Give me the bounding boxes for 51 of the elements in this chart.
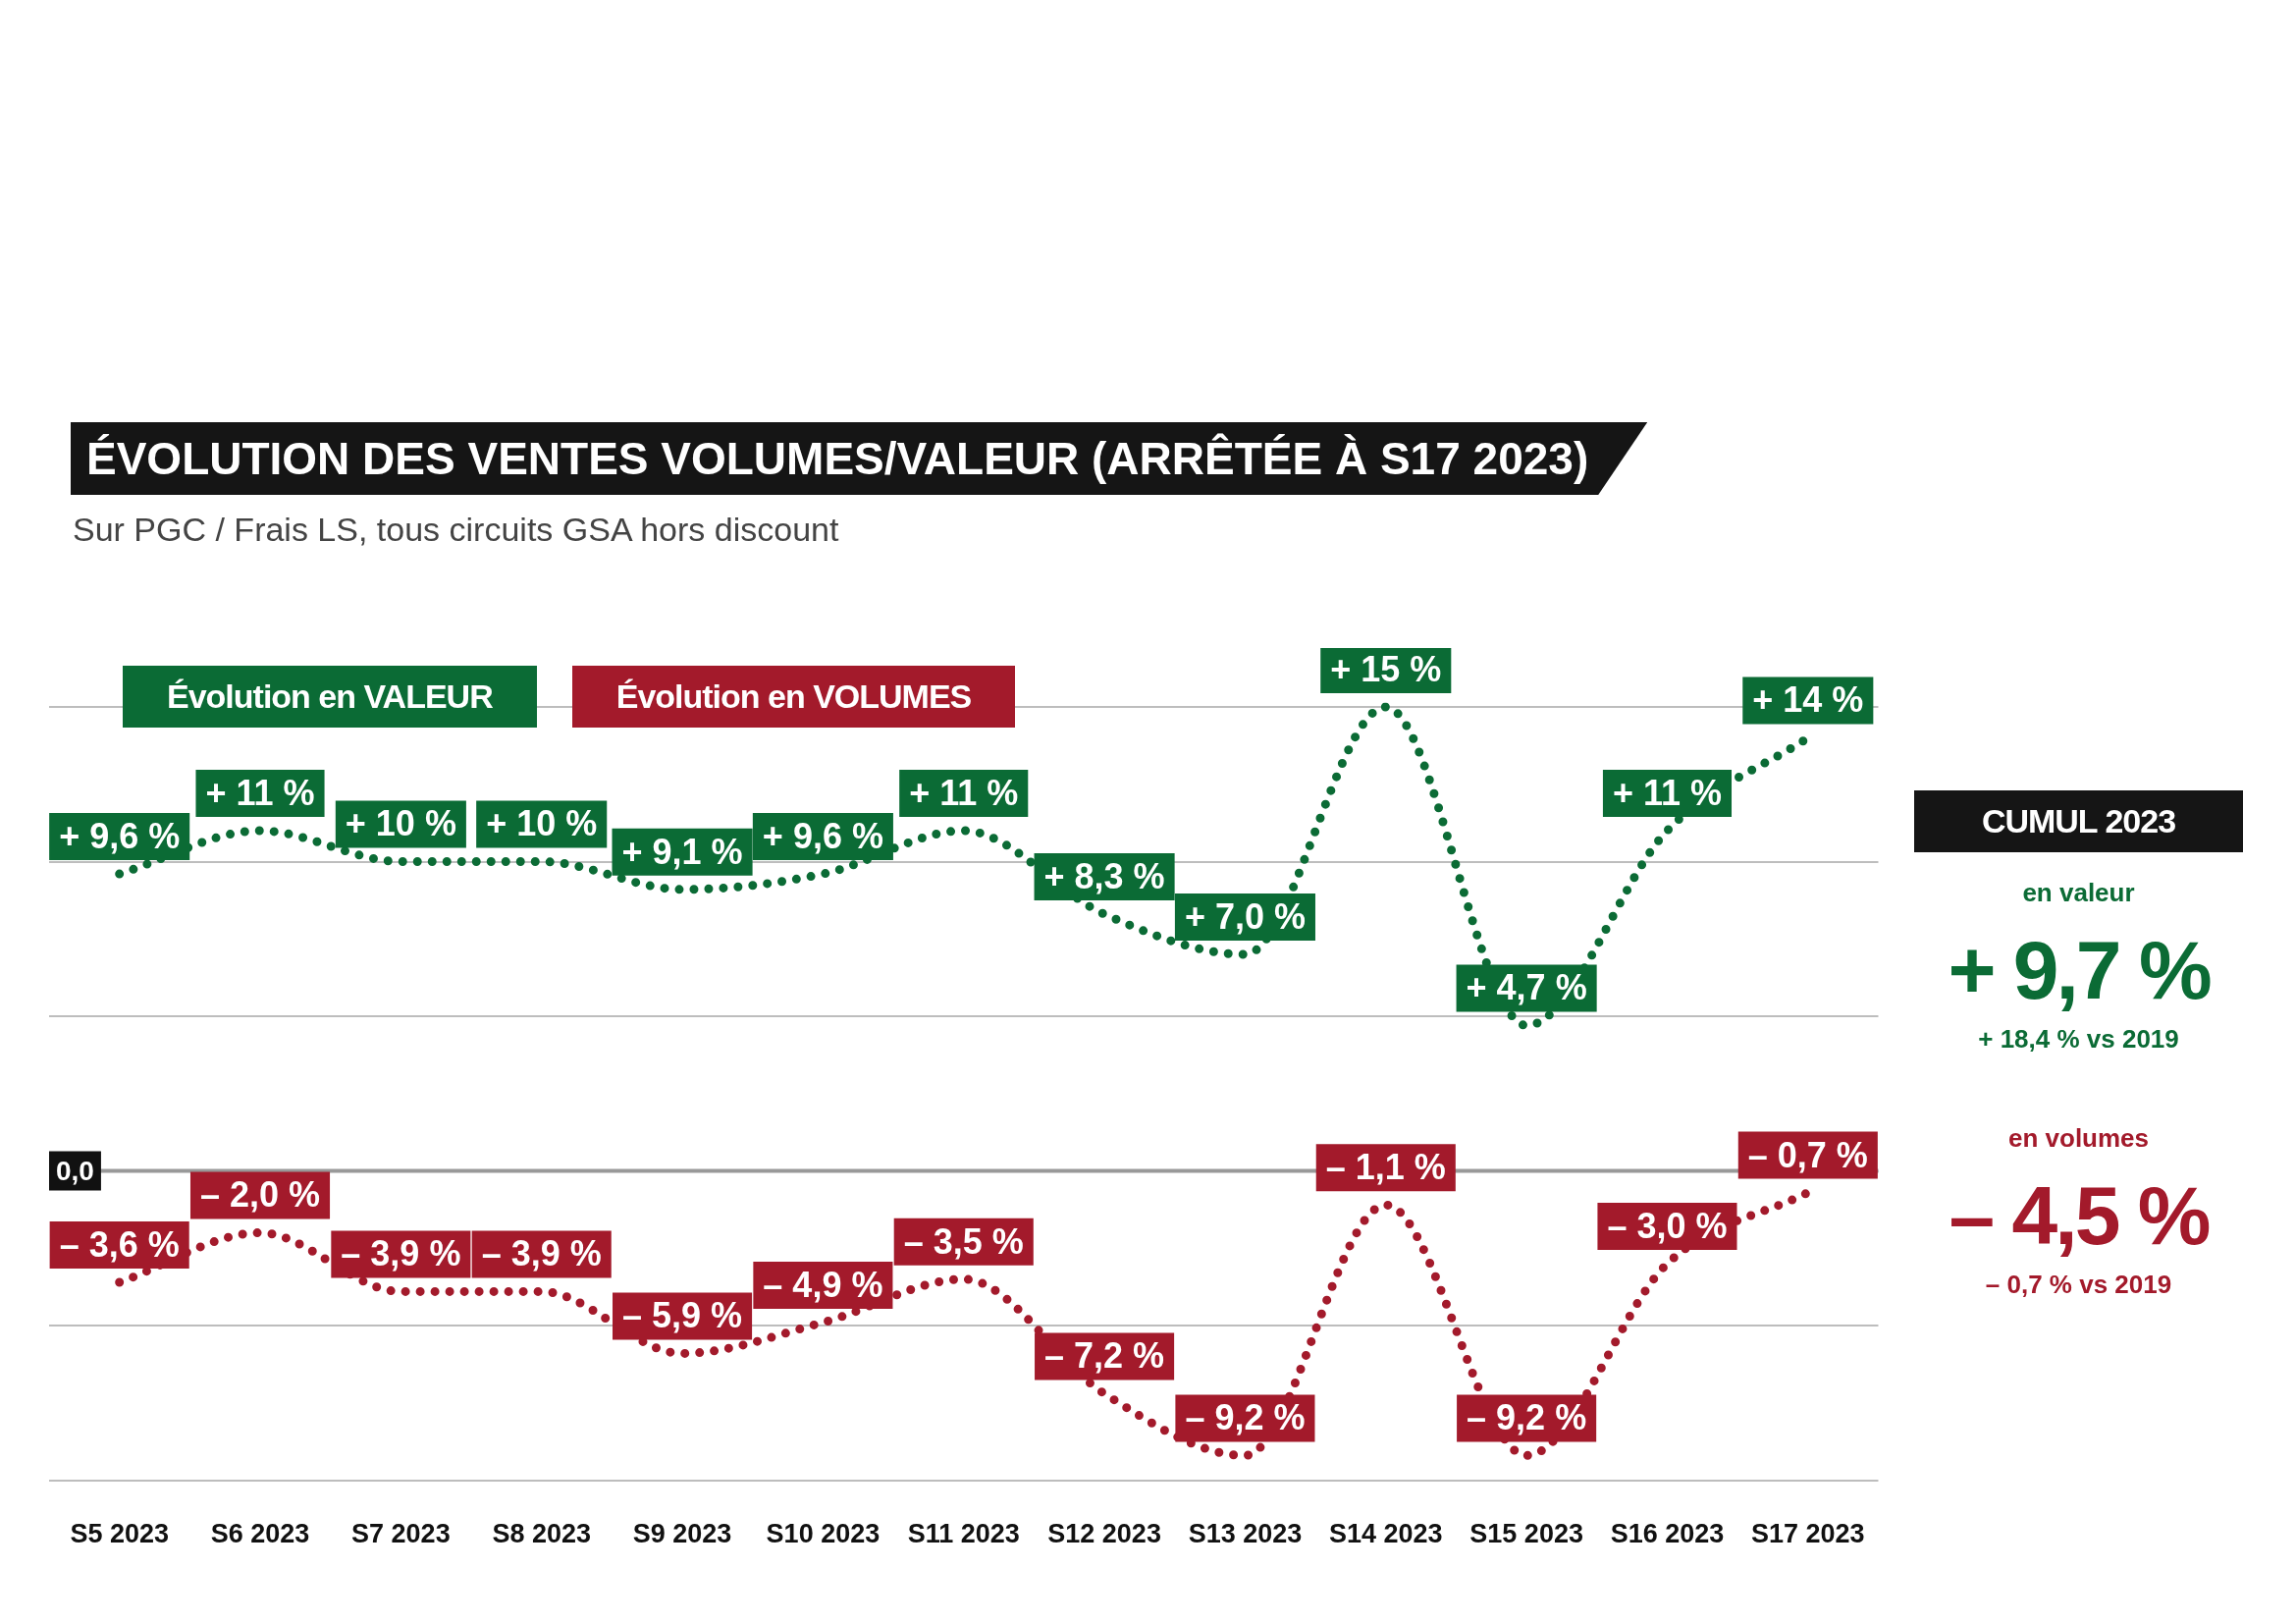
text: + 18,4 % vs 2019	[1977, 1024, 2180, 1055]
data-label: – 2,0 %	[199, 1174, 321, 1216]
data-label: – 9,2 %	[1185, 1397, 1306, 1438]
data-label: + 4,7 %	[1466, 967, 1587, 1008]
data-label: – 7,2 %	[1044, 1335, 1165, 1377]
data-label: + 9,6 %	[59, 816, 181, 857]
text: Évolution en VOLUMES	[571, 666, 1016, 728]
data-label: + 14 %	[1752, 679, 1864, 721]
data-label: – 1,1 %	[1325, 1147, 1446, 1188]
x-tick-label: S17 2023	[1751, 1519, 1865, 1549]
text: – 0,7 % vs 2019	[1984, 1270, 2173, 1300]
data-label: + 11 %	[205, 772, 315, 813]
data-label: + 8,3 %	[1043, 856, 1165, 896]
data-label: + 11 %	[1612, 772, 1723, 813]
x-tick-label: S10 2023	[766, 1519, 881, 1549]
x-tick-label: S7 2023	[351, 1519, 451, 1549]
data-label: + 9,6 %	[762, 816, 883, 857]
annotation: 0,0	[56, 1156, 94, 1187]
data-label: – 3,6 %	[59, 1223, 180, 1265]
text: en valeur	[2021, 878, 2136, 908]
x-tick-label: S15 2023	[1469, 1519, 1583, 1549]
x-tick-label: S11 2023	[907, 1519, 1020, 1549]
text: CUMUL 2023	[1914, 790, 2243, 852]
text: en volumes	[2006, 1123, 2151, 1154]
chart-title: ÉVOLUTION DES VENTES VOLUMES/VALEUR (ARRÊTÉE À S17 2023)	[71, 422, 1648, 495]
text: Évolution en VALEUR	[123, 666, 537, 728]
data-label: – 5,9 %	[622, 1295, 743, 1336]
data-label: + 7,0 %	[1184, 895, 1306, 937]
x-tick-label: S16 2023	[1610, 1519, 1725, 1549]
data-label: + 10 %	[345, 803, 456, 844]
data-label: – 3,0 %	[1607, 1205, 1728, 1246]
x-tick-label: S8 2023	[492, 1519, 591, 1549]
data-label: + 10 %	[486, 803, 598, 844]
x-tick-label: S14 2023	[1328, 1519, 1443, 1549]
x-tick-label: S12 2023	[1047, 1519, 1161, 1549]
data-label: + 9,1 %	[621, 831, 743, 872]
data-label: – 0,7 %	[1747, 1134, 1868, 1175]
data-label: – 4,9 %	[763, 1264, 883, 1305]
data-label: – 3,9 %	[481, 1233, 602, 1274]
x-tick-label: S5 2023	[70, 1519, 169, 1549]
x-tick-label: S9 2023	[632, 1519, 732, 1549]
chart-subtitle: Sur PGC / Frais LS, tous circuits GSA hors discount	[73, 511, 839, 549]
data-label: – 3,5 %	[903, 1220, 1024, 1262]
x-tick-label: S6 2023	[210, 1519, 310, 1549]
data-label: – 3,9 %	[341, 1233, 461, 1274]
text: – 4,5 %	[1948, 1168, 2210, 1264]
data-label: + 11 %	[909, 772, 1019, 813]
data-label: + 15 %	[1330, 648, 1442, 689]
data-label: – 9,2 %	[1467, 1397, 1587, 1438]
text: + 9,7 %	[1947, 923, 2212, 1018]
x-tick-label: S13 2023	[1188, 1519, 1303, 1549]
